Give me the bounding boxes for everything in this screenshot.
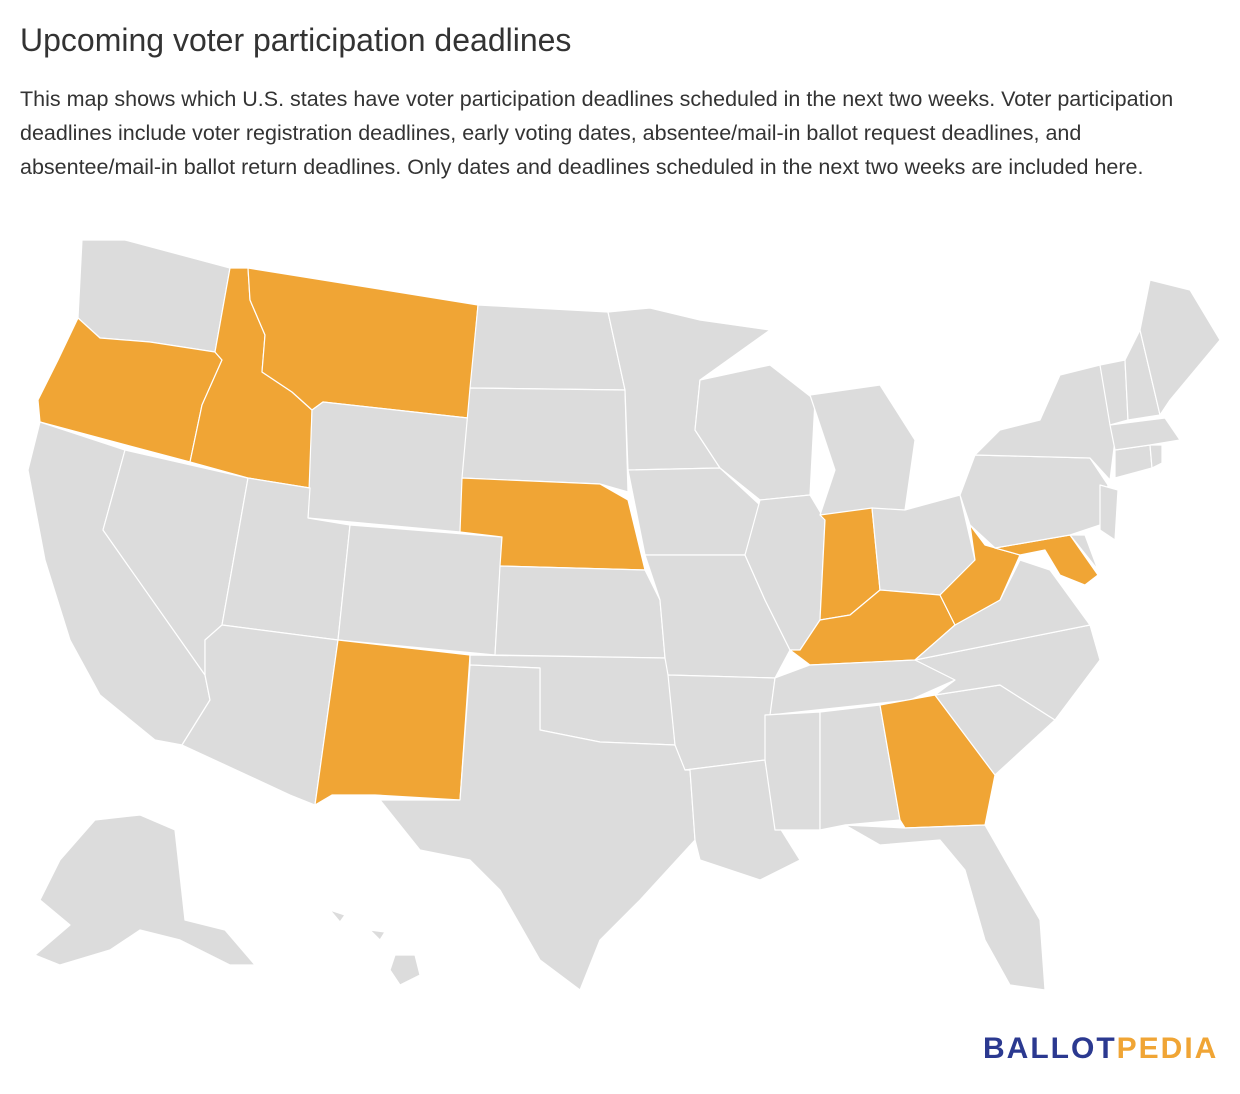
state-de[interactable] xyxy=(1069,534,1099,571)
state-mi[interactable] xyxy=(809,384,916,516)
state-ks[interactable] xyxy=(494,565,666,659)
state-fl[interactable] xyxy=(844,824,1046,991)
chart-title: Upcoming voter participation deadlines xyxy=(20,22,572,58)
ballotpedia-logo: BALLOTPEDIA xyxy=(983,1032,1218,1066)
state-nd[interactable] xyxy=(469,304,626,391)
state-tx[interactable] xyxy=(379,664,696,991)
state-al[interactable] xyxy=(819,704,901,831)
state-az[interactable] xyxy=(181,624,339,806)
logo-part-pedia: PEDIA xyxy=(1116,1032,1219,1065)
state-hi[interactable] xyxy=(329,909,421,986)
state-wa[interactable] xyxy=(77,239,231,353)
state-nm[interactable] xyxy=(314,639,471,806)
state-wy[interactable] xyxy=(307,401,469,533)
state-ar[interactable] xyxy=(667,674,776,771)
chart-description: This map shows which U.S. states have vo… xyxy=(20,87,1174,179)
state-sd[interactable] xyxy=(461,387,629,493)
state-co[interactable] xyxy=(337,524,503,656)
state-ak[interactable] xyxy=(34,814,256,966)
state-nc[interactable] xyxy=(914,624,1101,721)
logo-part-ballot: BALLOT xyxy=(983,1032,1117,1065)
state-me[interactable] xyxy=(1139,279,1221,416)
us-map xyxy=(27,239,1221,991)
state-nj[interactable] xyxy=(1099,484,1119,541)
state-pa[interactable] xyxy=(959,454,1109,549)
state-ms[interactable] xyxy=(764,711,821,831)
state-ct[interactable] xyxy=(1114,444,1153,479)
state-ma[interactable] xyxy=(1109,417,1181,451)
state-ri[interactable] xyxy=(1149,444,1163,469)
